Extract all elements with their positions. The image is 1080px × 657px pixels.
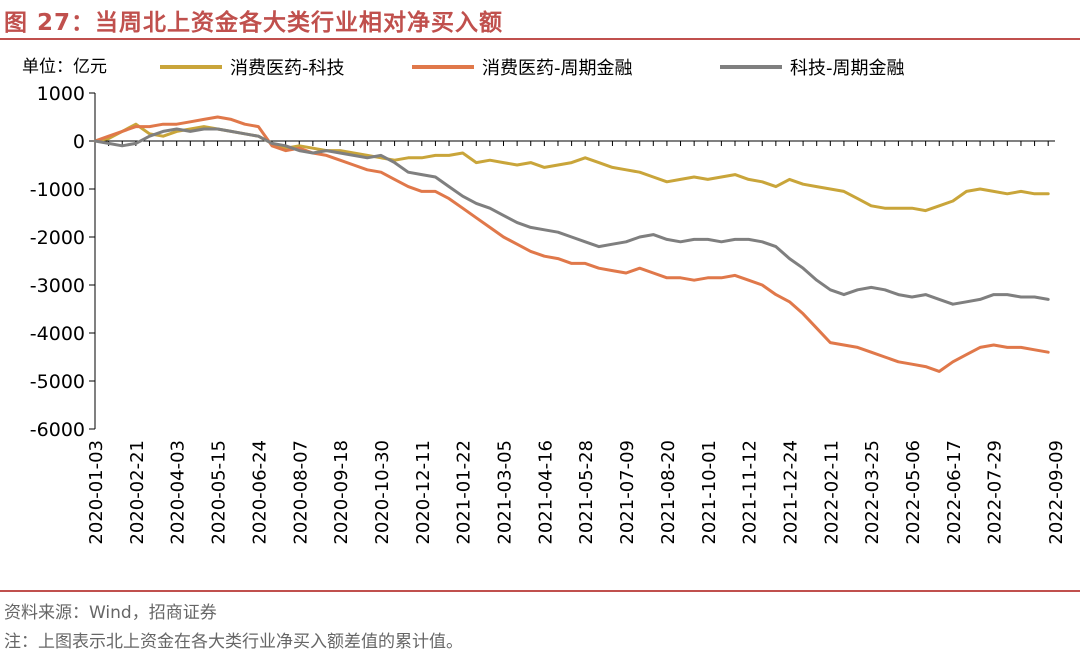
x-tick-label: 2021-11-12 bbox=[740, 440, 761, 545]
chart-title: 图 27：当周北上资金各大类行业相对净买入额 bbox=[4, 10, 504, 36]
x-tick-label: 2021-07-09 bbox=[617, 440, 638, 545]
y-tick-label: -6000 bbox=[30, 419, 85, 441]
legend-item-consumer-vs-tech: 消费医药-科技 bbox=[160, 54, 345, 80]
legend-swatch-consumer-vs-tech bbox=[160, 65, 222, 69]
x-tick-label: 2021-08-20 bbox=[658, 440, 679, 545]
footnote: 注：上图表示北上资金在各大类行业净买入额差值的累计值。 bbox=[4, 632, 463, 652]
footer-rule bbox=[0, 590, 1080, 592]
legend-item-tech-vs-cyclical: 科技-周期金融 bbox=[720, 54, 905, 80]
x-tick-label: 2021-05-28 bbox=[576, 440, 597, 545]
legend-label-tech-vs-cyclical: 科技-周期金融 bbox=[790, 58, 905, 79]
x-tick-label: 2022-06-17 bbox=[944, 440, 965, 545]
x-tick-label: 2022-09-09 bbox=[1046, 440, 1067, 545]
x-tick-label: 2020-05-15 bbox=[209, 440, 230, 545]
legend-label-consumer-vs-tech: 消费医药-科技 bbox=[230, 58, 345, 79]
x-tick-label: 2020-12-11 bbox=[413, 440, 434, 545]
x-tick-label: 2020-04-03 bbox=[168, 440, 189, 545]
series-line-2 bbox=[93, 127, 1050, 306]
legend-label-consumer-vs-cyclical: 消费医药-周期金融 bbox=[482, 58, 633, 79]
series-line-1 bbox=[93, 115, 1050, 373]
x-tick-label: 2020-02-21 bbox=[127, 440, 148, 545]
x-tick-label: 2022-07-29 bbox=[985, 440, 1006, 545]
x-tick-label: 2022-03-25 bbox=[862, 440, 883, 545]
x-tick-label: 2020-10-30 bbox=[372, 440, 393, 545]
source-note: 资料来源：Wind，招商证券 bbox=[4, 603, 217, 623]
unit-label: 单位：亿元 bbox=[22, 57, 107, 77]
y-tick-label: 1000 bbox=[37, 83, 85, 105]
x-tick-label: 2020-08-07 bbox=[290, 440, 311, 545]
x-tick-label: 2022-05-06 bbox=[903, 440, 924, 545]
y-tick-label: -5000 bbox=[30, 371, 85, 393]
y-tick-label: -3000 bbox=[30, 275, 85, 297]
y-tick-label: 0 bbox=[73, 131, 85, 153]
axes-layer: 10000-1000-2000-3000-4000-5000-60002020-… bbox=[30, 83, 1067, 545]
x-tick-label: 2021-04-16 bbox=[535, 440, 556, 545]
y-tick-label: -2000 bbox=[30, 227, 85, 249]
x-tick-label: 2021-12-24 bbox=[780, 440, 801, 545]
x-tick-label: 2021-03-05 bbox=[495, 440, 516, 545]
y-tick-label: -4000 bbox=[30, 323, 85, 345]
x-tick-label: 2020-01-03 bbox=[86, 440, 107, 545]
series-layer bbox=[93, 115, 1050, 373]
legend-item-consumer-vs-cyclical: 消费医药-周期金融 bbox=[412, 54, 633, 80]
x-tick-label: 2021-10-01 bbox=[699, 440, 720, 545]
x-tick-label: 2022-02-11 bbox=[821, 440, 842, 545]
legend-swatch-tech-vs-cyclical bbox=[720, 65, 782, 69]
x-tick-label: 2020-06-24 bbox=[249, 440, 270, 545]
y-tick-label: -1000 bbox=[30, 179, 85, 201]
x-tick-label: 2020-09-18 bbox=[331, 440, 352, 545]
line-chart: 10000-1000-2000-3000-4000-5000-60002020-… bbox=[30, 83, 1067, 545]
title-bar: 图 27：当周北上资金各大类行业相对净买入额 bbox=[0, 0, 1080, 40]
title-rule bbox=[0, 38, 1080, 40]
legend-swatch-consumer-vs-cyclical bbox=[412, 65, 474, 69]
series-line-0 bbox=[93, 122, 1050, 213]
x-tick-label: 2021-01-22 bbox=[454, 440, 475, 545]
